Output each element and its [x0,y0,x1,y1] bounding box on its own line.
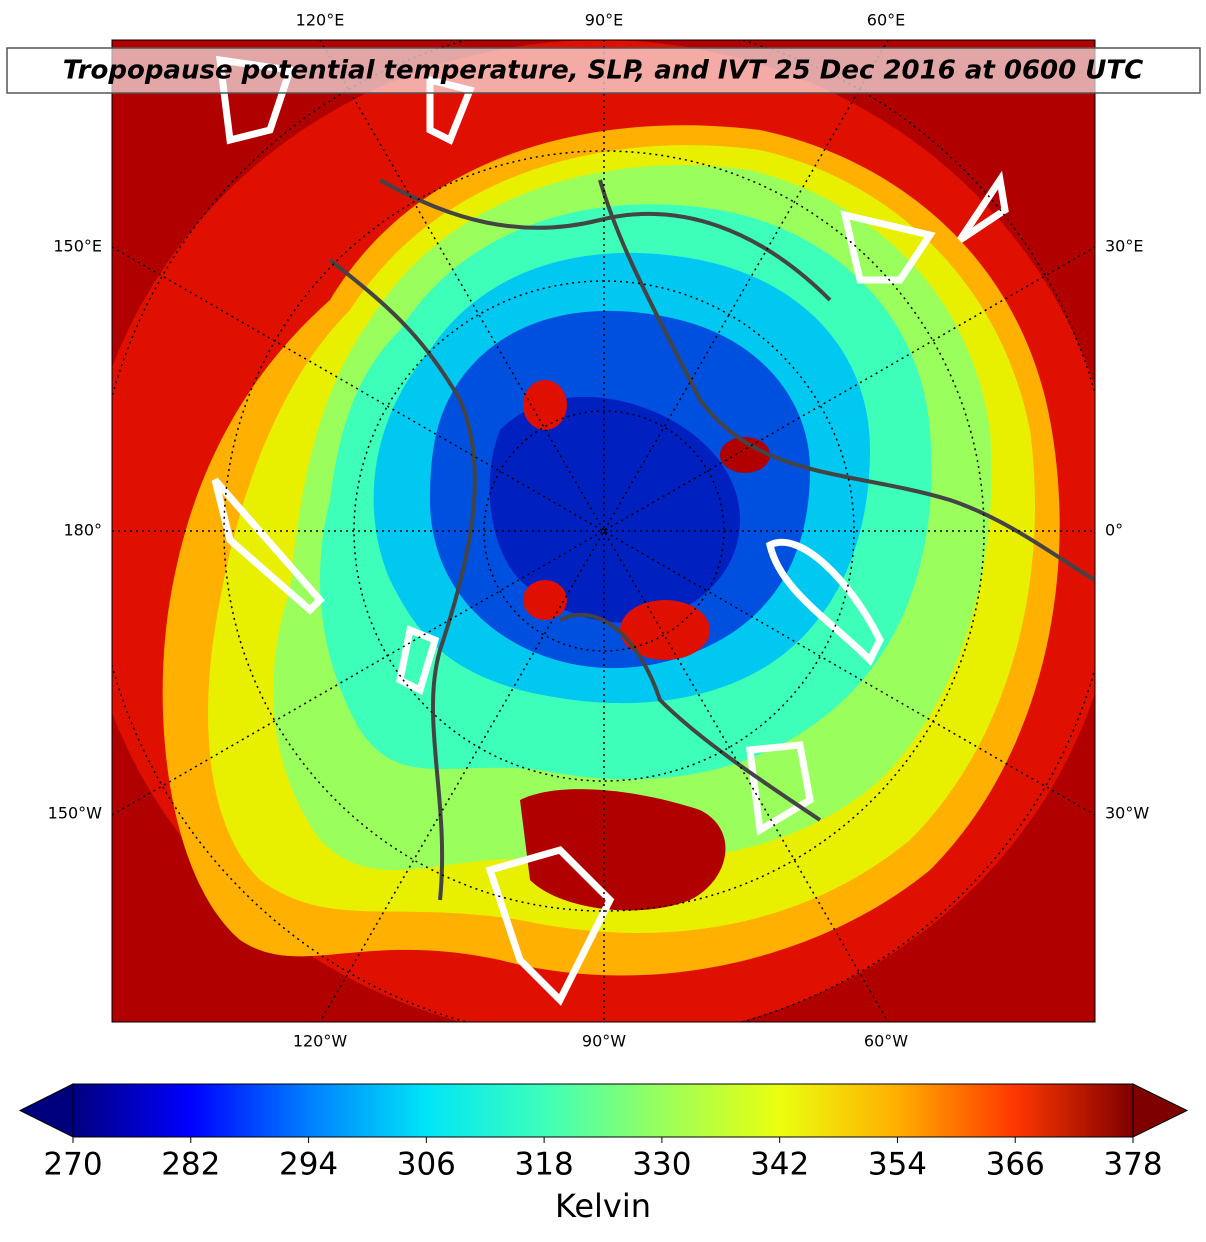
title-box [6,47,1201,94]
colorbar-tick-label: 270 [43,1147,102,1183]
lon-label: 90°W [582,1032,626,1051]
map-frame [111,39,1096,1023]
lon-label: 60°W [864,1032,908,1051]
lon-label: 30°W [1105,804,1149,823]
lon-label: 150°W [48,804,103,823]
lon-label: 150°E [53,237,102,256]
map [112,40,1095,1022]
colorbar-tick-label: 354 [868,1147,927,1183]
lon-label: 180° [63,521,102,540]
colorbar-tick-label: 366 [986,1147,1045,1183]
colorbar-tick-label: 306 [397,1147,456,1183]
colorbar-tick-label: 342 [750,1147,809,1183]
colorbar-tick-label: 294 [279,1147,338,1183]
colorbar-tick-label: 330 [632,1147,691,1183]
colorbar-tick-label: 318 [515,1147,574,1183]
lon-label: 30°E [1105,237,1143,256]
lon-label: 120°E [296,11,345,30]
lon-label: 90°E [585,11,623,30]
colorbar-tick-label: 378 [1103,1147,1162,1183]
colorbar-extend-low [18,1083,74,1138]
colorbar-label: Kelvin [555,1187,651,1225]
title: Tropopause potential temperature, SLP, a… [63,56,1143,86]
colorbar-gradient [72,1083,1134,1138]
colorbar: 270 282 294 306 318 330 342 354 366 378 [18,1083,1189,1183]
colorbar-extend-high [1132,1083,1189,1138]
lon-label: 60°E [867,11,905,30]
colorbar-tick-label: 282 [161,1147,220,1183]
lon-label: 0° [1105,521,1123,540]
lon-label: 120°W [293,1032,348,1051]
